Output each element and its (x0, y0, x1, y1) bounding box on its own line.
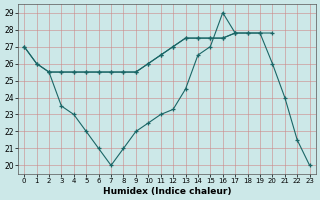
X-axis label: Humidex (Indice chaleur): Humidex (Indice chaleur) (103, 187, 231, 196)
